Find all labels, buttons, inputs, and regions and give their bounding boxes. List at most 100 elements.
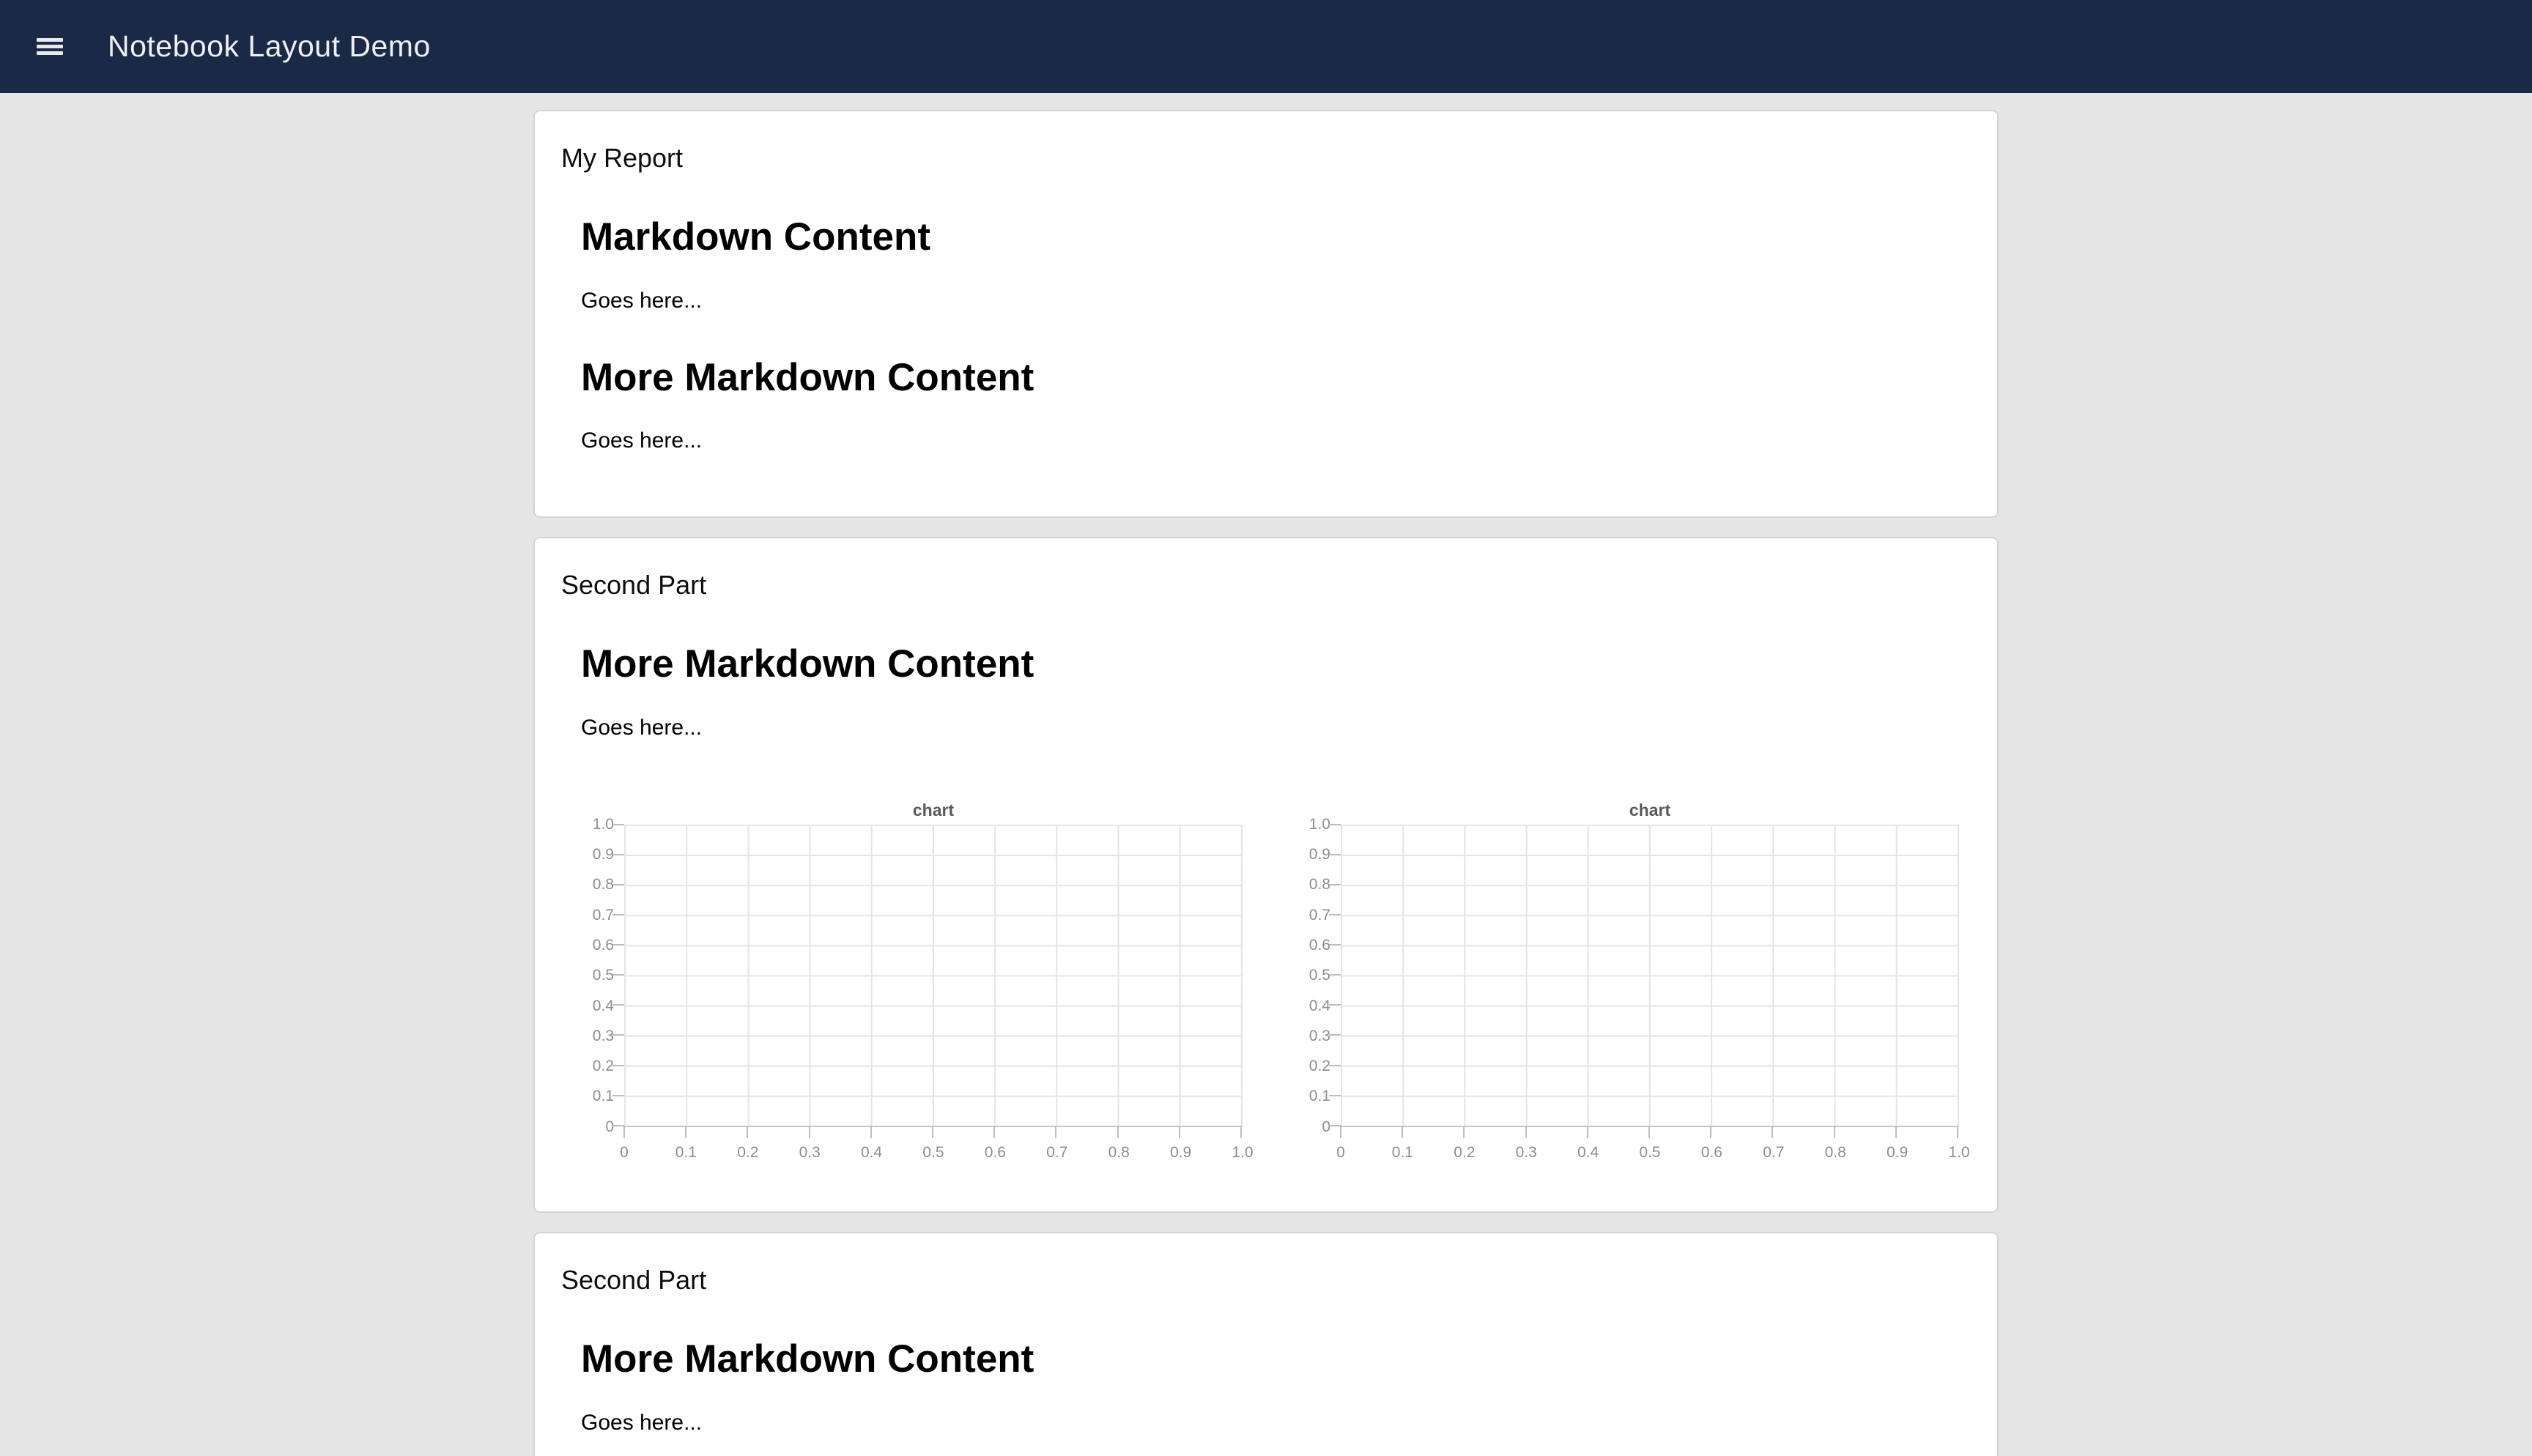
y-tick-mark bbox=[612, 944, 624, 946]
x-tick-mark bbox=[1240, 1125, 1242, 1138]
x-tick-mark bbox=[808, 1125, 810, 1138]
hamburger-bar bbox=[37, 38, 63, 42]
y-tick-label: 0 bbox=[1322, 1118, 1330, 1135]
x-tick-mark bbox=[932, 1125, 933, 1138]
x-tick-label: 0.1 bbox=[675, 1143, 697, 1161]
x-tick-mark bbox=[685, 1125, 687, 1138]
x-tick-label: 0.3 bbox=[799, 1143, 821, 1161]
y-tick-mark bbox=[612, 853, 624, 855]
chart-title: chart bbox=[1629, 800, 1671, 820]
x-tick-label: 0.1 bbox=[1391, 1143, 1413, 1161]
x-tick-mark bbox=[1055, 1125, 1057, 1138]
markdown-paragraph: Goes here... bbox=[581, 1410, 703, 1435]
y-tick-mark bbox=[612, 1094, 624, 1096]
y-tick-label: 0.9 bbox=[592, 846, 614, 863]
x-tick-label: 0.4 bbox=[1577, 1143, 1599, 1161]
y-tick-label: 1.0 bbox=[1308, 815, 1330, 833]
y-tick-label: 0.2 bbox=[1308, 1058, 1330, 1075]
card-second-part: Second Part More Markdown Content Goes h… bbox=[533, 537, 1999, 1213]
x-tick-mark bbox=[747, 1125, 749, 1138]
y-axis: 1.0 0.9 0.8 0.7 0.6 0.5 0.4 0.3 0.2 0.1 0 bbox=[581, 816, 624, 1135]
y-tick-mark bbox=[612, 1004, 624, 1006]
x-tick-label: 0.2 bbox=[1454, 1143, 1476, 1161]
x-tick-mark bbox=[1833, 1125, 1835, 1138]
y-tick-label: 0.9 bbox=[1308, 846, 1330, 863]
card-title: Second Part bbox=[561, 570, 707, 600]
x-tick-mark bbox=[1586, 1125, 1588, 1138]
x-tick-mark bbox=[1178, 1125, 1180, 1138]
plot-area[interactable] bbox=[1329, 823, 1959, 1138]
app-title: Notebook Layout Demo bbox=[108, 29, 431, 63]
x-tick-mark bbox=[993, 1125, 996, 1138]
app-header: Notebook Layout Demo bbox=[0, 0, 2532, 93]
y-tick-mark bbox=[1329, 1064, 1341, 1066]
card-second-part-2: Second Part More Markdown Content Goes h… bbox=[533, 1232, 1999, 1456]
y-axis: 1.0 0.9 0.8 0.7 0.6 0.5 0.4 0.3 0.2 0.1 0 bbox=[1298, 816, 1341, 1135]
y-tick-mark bbox=[612, 1034, 624, 1036]
y-tick-mark bbox=[612, 1064, 624, 1066]
x-tick-label: 0.4 bbox=[860, 1143, 883, 1161]
markdown-paragraph: Goes here... bbox=[581, 288, 703, 313]
y-tick-label: 0.2 bbox=[592, 1058, 614, 1075]
y-tick-mark bbox=[612, 883, 624, 885]
y-tick-label: 0.1 bbox=[1308, 1088, 1330, 1105]
plot-area[interactable] bbox=[612, 823, 1243, 1138]
y-tick-label: 0 bbox=[605, 1118, 614, 1135]
y-tick-mark bbox=[612, 914, 624, 916]
chart-body: 1.0 0.9 0.8 0.7 0.6 0.5 0.4 0.3 0.2 0.1 0 bbox=[581, 816, 1243, 1138]
chart-title: chart bbox=[912, 800, 955, 820]
y-tick-mark bbox=[1329, 974, 1341, 976]
x-tick-label: 0.5 bbox=[922, 1143, 944, 1161]
x-tick-mark bbox=[1957, 1125, 1958, 1138]
y-tick-mark bbox=[1329, 1034, 1341, 1036]
y-tick-mark bbox=[1329, 1124, 1341, 1126]
x-tick-mark bbox=[1772, 1125, 1774, 1138]
markdown-block: Markdown Content Goes here... More Markd… bbox=[561, 214, 1971, 454]
x-tick-label: 0.9 bbox=[1169, 1143, 1192, 1161]
y-tick-mark bbox=[612, 974, 624, 976]
card-title: Second Part bbox=[561, 1265, 707, 1295]
x-axis: 0 0.1 0.2 0.3 0.4 0.5 0.6 0.7 0.8 0.9 1.0 bbox=[620, 1127, 1253, 1162]
markdown-heading: More Markdown Content bbox=[581, 1337, 1034, 1381]
x-axis: 0 0.1 0.2 0.3 0.4 0.5 0.6 0.7 0.8 0.9 1.0 bbox=[1336, 1127, 1969, 1162]
y-tick-mark bbox=[1329, 883, 1341, 885]
x-tick-mark bbox=[1340, 1125, 1341, 1138]
y-tick-mark bbox=[1329, 853, 1341, 855]
x-tick-label: 0 bbox=[620, 1143, 629, 1161]
hamburger-bar bbox=[37, 45, 63, 48]
hamburger-bar bbox=[37, 51, 63, 55]
y-tick-label: 0.5 bbox=[1308, 967, 1330, 984]
x-tick-label: 1.0 bbox=[1232, 1143, 1254, 1161]
y-tick-label: 0.7 bbox=[1308, 906, 1330, 924]
markdown-heading: Markdown Content bbox=[581, 215, 930, 259]
y-tick-mark bbox=[612, 823, 624, 825]
y-tick-mark bbox=[1329, 823, 1341, 825]
x-tick-label: 0.7 bbox=[1763, 1143, 1785, 1161]
x-tick-label: 0.7 bbox=[1046, 1143, 1068, 1161]
y-tick-label: 0.8 bbox=[1308, 876, 1330, 894]
y-tick-label: 0.1 bbox=[592, 1088, 614, 1105]
y-tick-mark bbox=[1329, 914, 1341, 916]
y-tick-mark bbox=[1329, 1004, 1341, 1006]
y-tick-label: 0.5 bbox=[592, 967, 614, 984]
y-tick-label: 1.0 bbox=[592, 815, 614, 833]
x-tick-label: 0.3 bbox=[1515, 1143, 1537, 1161]
x-tick-mark bbox=[1710, 1125, 1712, 1138]
y-tick-label: 0.7 bbox=[592, 906, 614, 924]
y-tick-label: 0.8 bbox=[592, 876, 614, 894]
x-tick-mark bbox=[1895, 1125, 1897, 1138]
y-tick-label: 0.4 bbox=[592, 997, 614, 1014]
x-tick-mark bbox=[623, 1125, 625, 1138]
hamburger-menu-icon[interactable] bbox=[37, 38, 63, 55]
x-tick-mark bbox=[1463, 1125, 1465, 1138]
x-tick-label: 0.8 bbox=[1108, 1143, 1130, 1161]
y-tick-label: 0.6 bbox=[1308, 936, 1330, 954]
markdown-heading: More Markdown Content bbox=[581, 355, 1034, 399]
x-tick-label: 0.6 bbox=[1700, 1143, 1722, 1161]
y-tick-mark bbox=[612, 1124, 624, 1126]
y-tick-label: 0.4 bbox=[1308, 997, 1330, 1014]
y-tick-mark bbox=[1329, 1094, 1341, 1096]
